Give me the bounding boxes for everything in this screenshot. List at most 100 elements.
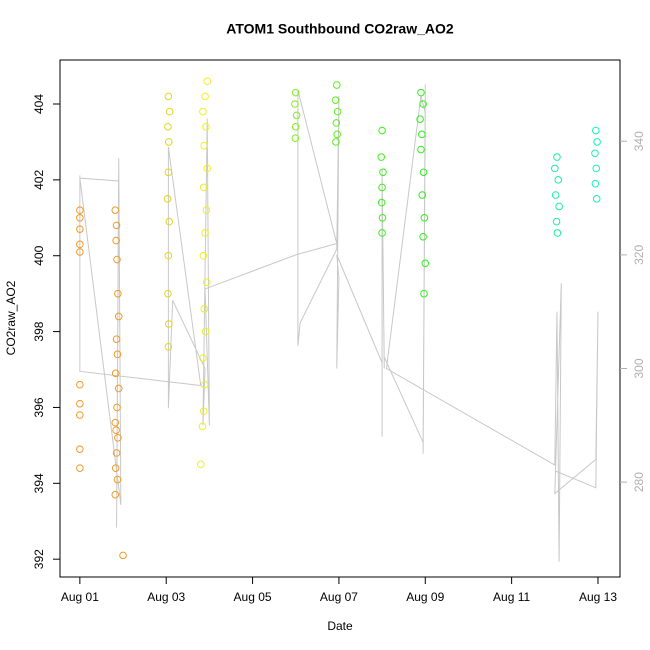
data-point bbox=[111, 369, 120, 378]
data-point bbox=[333, 130, 341, 139]
y2-tick-label: 320 bbox=[632, 245, 646, 265]
data-point bbox=[551, 164, 559, 173]
data-point bbox=[111, 418, 120, 427]
data-point bbox=[200, 380, 209, 389]
data-point bbox=[164, 289, 172, 298]
data-point bbox=[555, 202, 563, 211]
data-point bbox=[200, 141, 209, 150]
data-point bbox=[113, 255, 121, 264]
data-point bbox=[291, 134, 300, 142]
data-point bbox=[331, 96, 340, 105]
data-point bbox=[165, 107, 174, 116]
data-point bbox=[554, 176, 563, 184]
data-point bbox=[112, 426, 120, 435]
data-point bbox=[378, 126, 386, 135]
y2-tick-label: 280 bbox=[632, 472, 646, 492]
data-point bbox=[119, 551, 127, 560]
data-point bbox=[551, 191, 560, 199]
data-point bbox=[164, 251, 173, 260]
data-point bbox=[201, 229, 209, 237]
data-point bbox=[76, 248, 84, 256]
x-tick-label: Aug 01 bbox=[61, 590, 99, 604]
data-point bbox=[76, 445, 84, 453]
x-tick-label: Aug 09 bbox=[406, 590, 444, 604]
data-point bbox=[333, 107, 342, 116]
data-point bbox=[164, 92, 173, 101]
data-point bbox=[203, 164, 212, 173]
data-point bbox=[378, 229, 386, 237]
data-point bbox=[76, 464, 84, 472]
data-point bbox=[165, 320, 173, 328]
data-point bbox=[377, 198, 386, 207]
data-point bbox=[198, 422, 207, 431]
y-tick-label: 396 bbox=[32, 397, 46, 417]
data-point bbox=[379, 168, 387, 177]
data-point bbox=[165, 217, 174, 226]
data-point bbox=[76, 380, 84, 389]
data-point bbox=[592, 126, 600, 135]
data-point bbox=[592, 164, 601, 173]
data-point bbox=[420, 213, 429, 222]
x-tick-label: Aug 03 bbox=[147, 590, 185, 604]
data-point bbox=[111, 206, 120, 215]
x-axis-label: Date bbox=[327, 619, 353, 633]
data-point bbox=[553, 229, 562, 237]
x-tick-label: Aug 11 bbox=[493, 590, 530, 604]
data-point bbox=[201, 92, 209, 101]
data-point bbox=[196, 460, 205, 469]
data-point bbox=[114, 384, 123, 393]
data-point bbox=[76, 240, 84, 249]
y-axis-label: CO2raw_AO2 bbox=[4, 280, 18, 355]
x-tick-label: Aug 07 bbox=[320, 590, 358, 604]
data-point bbox=[417, 145, 425, 154]
data-point bbox=[420, 289, 428, 298]
data-point bbox=[416, 115, 424, 123]
y-tick-label: 392 bbox=[32, 549, 46, 569]
data-point bbox=[76, 411, 84, 419]
data-point bbox=[199, 183, 208, 192]
data-point bbox=[332, 81, 341, 89]
data-point bbox=[377, 153, 386, 161]
data-point bbox=[112, 449, 121, 457]
data-point bbox=[112, 335, 121, 343]
data-point bbox=[199, 354, 207, 362]
x-tick-label: Aug 05 bbox=[234, 590, 272, 604]
data-point bbox=[421, 259, 430, 268]
data-point bbox=[164, 122, 172, 131]
data-point bbox=[113, 350, 122, 359]
data-line bbox=[79, 84, 599, 562]
data-point bbox=[292, 111, 301, 120]
data-point bbox=[291, 88, 300, 97]
data-point bbox=[202, 122, 210, 131]
data-point bbox=[165, 138, 173, 146]
data-point bbox=[593, 138, 601, 146]
data-point bbox=[591, 149, 599, 158]
data-point bbox=[418, 191, 427, 199]
data-point bbox=[418, 130, 426, 139]
data-point bbox=[202, 206, 211, 215]
data-point bbox=[199, 407, 208, 416]
data-point bbox=[417, 88, 425, 97]
data-point bbox=[553, 153, 561, 161]
data-point bbox=[164, 342, 173, 351]
data-point bbox=[112, 236, 120, 245]
data-point bbox=[419, 100, 427, 108]
plot-frame bbox=[59, 59, 621, 578]
data-point bbox=[114, 433, 122, 442]
data-point bbox=[113, 475, 122, 484]
data-point bbox=[291, 100, 299, 108]
data-point bbox=[76, 225, 84, 233]
data-point bbox=[200, 305, 209, 313]
data-point bbox=[114, 312, 123, 321]
data-point bbox=[552, 217, 561, 226]
y-tick-label: 402 bbox=[32, 170, 46, 190]
data-point bbox=[199, 251, 208, 260]
y2-tick-label: 340 bbox=[632, 131, 646, 151]
data-point bbox=[591, 179, 600, 188]
data-point bbox=[203, 278, 211, 287]
x-tick-label: Aug 13 bbox=[579, 590, 617, 604]
data-point bbox=[114, 289, 122, 298]
y-tick-label: 404 bbox=[32, 94, 46, 114]
